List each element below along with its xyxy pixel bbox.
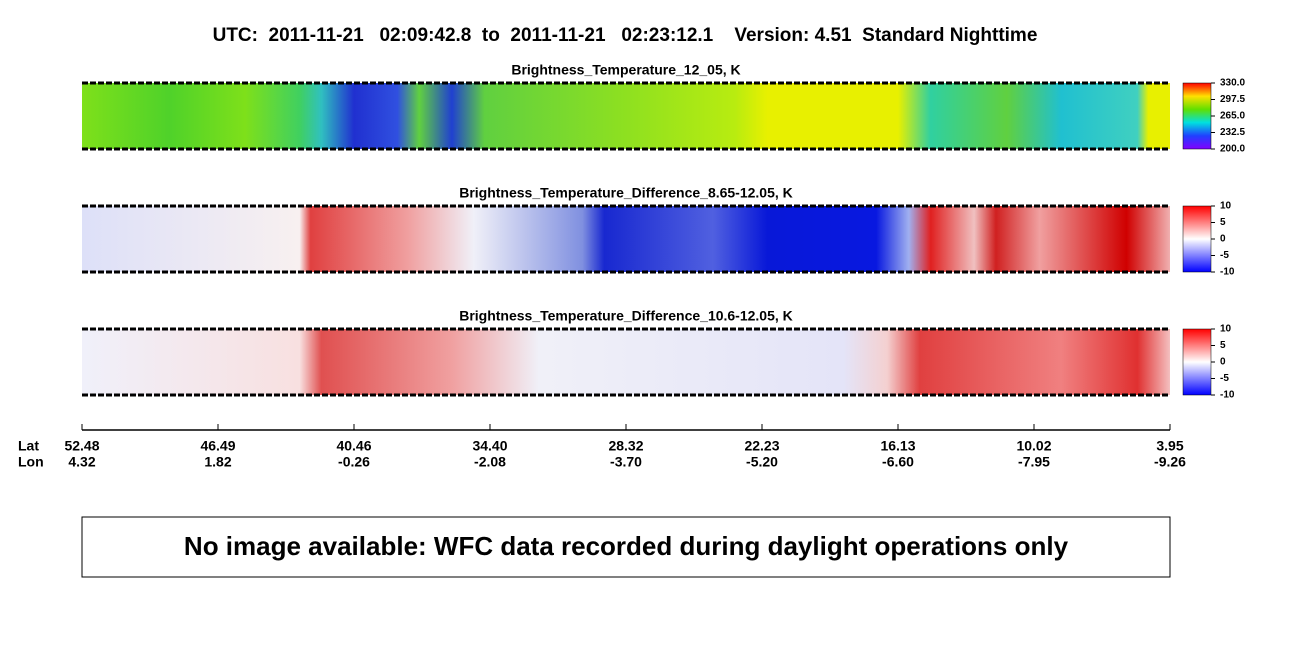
notice-box — [81, 516, 1171, 578]
panel-title: Brightness_Temperature_12_05, K — [511, 62, 740, 78]
notice: No image available: WFC data recorded du… — [184, 531, 1069, 561]
colorbar-label: 265.0 — [1220, 111, 1245, 122]
lat-label: 22.23 — [744, 438, 779, 454]
colorbar-label: 5 — [1220, 340, 1226, 351]
panels: Brightness_Temperature_12_05, K 330.0 297.… — [82, 62, 1245, 401]
lat-label: 46.49 — [200, 438, 235, 454]
colorbar-label: -5 — [1220, 250, 1229, 261]
colorbar-label: -10 — [1220, 390, 1235, 401]
panel-title: Brightness_Temperature_Difference_8.65-1… — [459, 185, 793, 201]
colorbar — [1182, 205, 1212, 273]
lon-label: -3.70 — [610, 454, 642, 470]
lon-label: -7.95 — [1018, 454, 1050, 470]
colorbar-label: 0 — [1220, 357, 1226, 368]
colorbar — [1182, 328, 1212, 396]
panel-title: Brightness_Temperature_Difference_10.6-1… — [459, 308, 793, 324]
colorbar-label: 330.0 — [1220, 78, 1245, 89]
colorbar-label: 10 — [1220, 324, 1232, 335]
lat-label: 52.48 — [64, 438, 99, 454]
lon-label: 1.82 — [204, 454, 231, 470]
colorbar — [1182, 82, 1212, 150]
heatmap — [82, 206, 1170, 272]
heatmap — [82, 83, 1170, 149]
lon-label: -6.60 — [882, 454, 914, 470]
lat-label: 16.13 — [880, 438, 915, 454]
lat-label: 40.46 — [336, 438, 371, 454]
lon-label: -2.08 — [474, 454, 506, 470]
lon-label: 4.32 — [68, 454, 95, 470]
colorbar-label: 200.0 — [1220, 144, 1245, 155]
axis-ticks: 52.484.32 46.491.82 40.46-0.26 34.40-2.08 28… — [64, 424, 1186, 470]
lat-label: 10.02 — [1016, 438, 1051, 454]
colorbar-label: -5 — [1220, 373, 1229, 384]
heatmap — [82, 329, 1170, 395]
colorbar-label: 297.5 — [1220, 94, 1245, 105]
page-title: UTC: 2011-11-21 02:09:42.8 to 2011-11-21… — [213, 25, 1038, 46]
colorbar-label: 0 — [1220, 234, 1226, 245]
lat-label: 28.32 — [608, 438, 643, 454]
colorbar-label: 232.5 — [1220, 127, 1245, 138]
colorbar-label: 10 — [1220, 201, 1232, 212]
lon-label: -9.26 — [1154, 454, 1186, 470]
lon-label: -5.20 — [746, 454, 778, 470]
row-label: Lat — [18, 438, 39, 454]
row-label: Lon — [18, 454, 44, 470]
lat-label: 34.40 — [472, 438, 507, 454]
lat-label: 3.95 — [1156, 438, 1183, 454]
colorbar-label: -10 — [1220, 267, 1235, 278]
colorbar-label: 5 — [1220, 217, 1226, 228]
lon-label: -0.26 — [338, 454, 370, 470]
